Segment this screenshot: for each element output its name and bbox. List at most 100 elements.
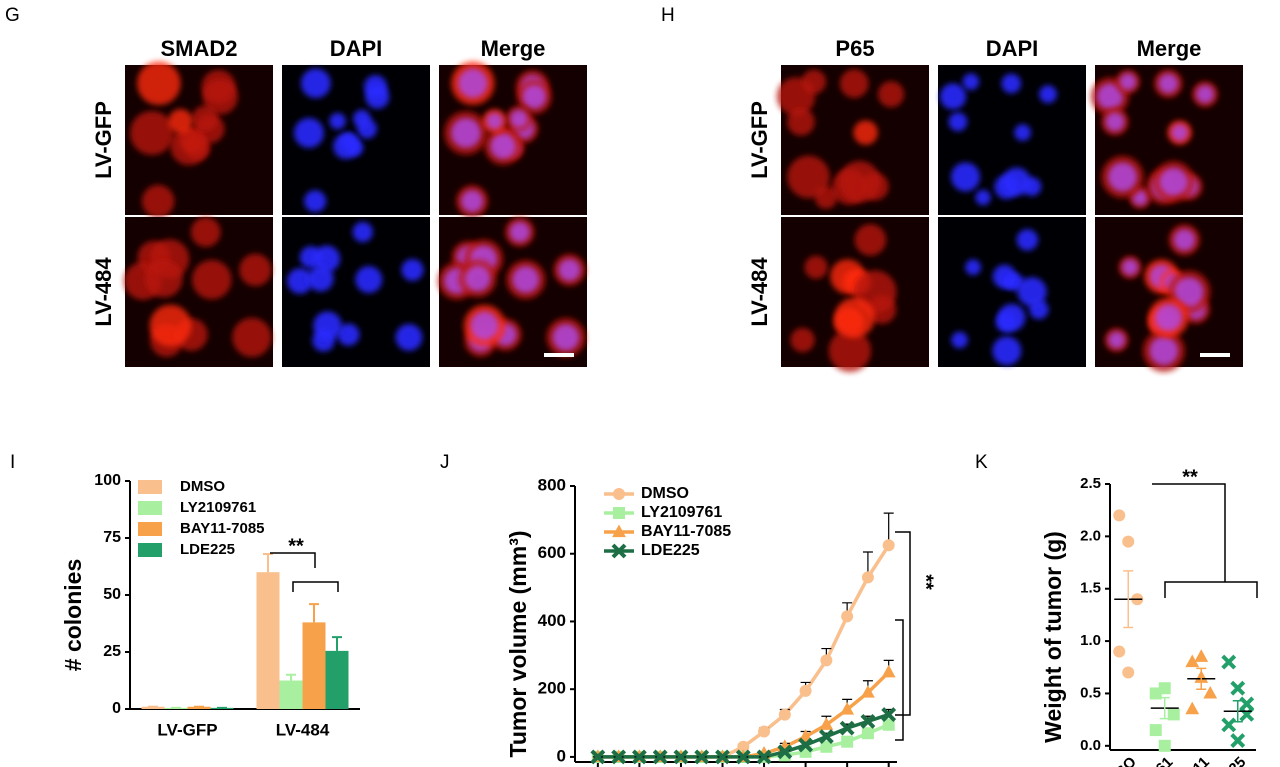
marker bbox=[839, 720, 855, 736]
nucleus bbox=[552, 324, 580, 351]
y-tick-label: 600 bbox=[538, 543, 566, 562]
nucleus bbox=[1132, 189, 1148, 206]
cell bbox=[232, 317, 272, 358]
nucleus bbox=[1173, 229, 1196, 251]
nucleus bbox=[1016, 229, 1039, 251]
row-label: LV-GFP bbox=[747, 101, 772, 179]
marker bbox=[1158, 739, 1171, 752]
bar bbox=[187, 706, 211, 709]
y-axis-label: Weight of tumor (g) bbox=[1040, 531, 1066, 743]
cell bbox=[129, 110, 174, 155]
marker bbox=[818, 729, 834, 745]
marker bbox=[652, 749, 668, 765]
micrograph bbox=[437, 217, 587, 367]
error-bar bbox=[1159, 696, 1170, 720]
cell bbox=[790, 327, 815, 353]
y-tick-label: 0 bbox=[557, 746, 566, 765]
bar bbox=[302, 622, 326, 709]
nucleus bbox=[352, 221, 373, 243]
nucleus bbox=[1171, 124, 1188, 141]
nucleus bbox=[558, 258, 581, 281]
marker bbox=[861, 571, 874, 584]
micrograph bbox=[439, 61, 587, 218]
y-tick-label: 400 bbox=[538, 611, 566, 630]
legend-label: BAY11-7085 bbox=[180, 520, 265, 537]
cell bbox=[787, 155, 830, 199]
micrograph bbox=[125, 61, 273, 218]
column-title: SMAD2 bbox=[160, 36, 237, 61]
marker bbox=[737, 740, 750, 753]
marker bbox=[735, 749, 751, 765]
nucleus bbox=[337, 323, 360, 346]
nucleus bbox=[313, 245, 341, 273]
nucleus bbox=[948, 112, 968, 132]
marker bbox=[841, 735, 854, 748]
panel-letter: H bbox=[661, 5, 675, 26]
cell bbox=[168, 108, 193, 134]
nucleus bbox=[1196, 85, 1214, 104]
marker bbox=[1167, 708, 1180, 721]
panel-letter: G bbox=[5, 5, 20, 26]
y-tick-label: 800 bbox=[538, 475, 566, 494]
nucleus bbox=[510, 109, 528, 128]
significance-bracket bbox=[270, 552, 339, 592]
cell bbox=[804, 255, 828, 279]
significance-bracket bbox=[1152, 483, 1258, 598]
nucleus bbox=[1039, 85, 1057, 104]
cell bbox=[137, 61, 181, 106]
y-axis-label: # colonies bbox=[60, 559, 86, 671]
error-bar bbox=[1232, 700, 1243, 723]
marker bbox=[756, 749, 772, 765]
marker bbox=[1122, 535, 1135, 548]
nucleus bbox=[464, 265, 491, 292]
nucleus bbox=[1017, 277, 1047, 307]
legend-label: DMSO bbox=[180, 478, 225, 495]
legend-marker bbox=[613, 488, 625, 500]
marker bbox=[1185, 654, 1200, 668]
nucleus bbox=[470, 311, 499, 340]
column-title: DAPI bbox=[986, 36, 1039, 61]
marker bbox=[777, 744, 793, 760]
nucleus bbox=[1158, 73, 1179, 94]
column-title: P65 bbox=[835, 36, 874, 61]
nucleus bbox=[1002, 167, 1031, 196]
nucleus bbox=[962, 73, 980, 90]
cell bbox=[828, 329, 872, 373]
x-tick-label: LY761 bbox=[1134, 754, 1176, 767]
row-label: LV-484 bbox=[747, 257, 772, 327]
legend-label: BAY11-7085 bbox=[641, 523, 731, 540]
y-tick-label: 0 bbox=[112, 700, 121, 717]
nucleus bbox=[512, 266, 540, 294]
nucleus bbox=[333, 133, 359, 160]
cell bbox=[191, 259, 232, 300]
marker bbox=[841, 610, 854, 623]
marker bbox=[631, 749, 647, 765]
nucleus bbox=[1105, 112, 1125, 132]
marker bbox=[798, 737, 814, 753]
error-bar bbox=[286, 673, 296, 681]
legend-swatch bbox=[138, 501, 162, 515]
column-title: DAPI bbox=[330, 36, 383, 61]
cell bbox=[854, 224, 887, 256]
nucleus bbox=[395, 324, 423, 351]
micrograph bbox=[938, 65, 1086, 215]
marker bbox=[1122, 666, 1135, 679]
marker bbox=[1230, 733, 1246, 748]
micrograph bbox=[938, 217, 1086, 367]
bar bbox=[325, 650, 349, 709]
nucleus bbox=[965, 259, 981, 276]
legend-label: LDE225 bbox=[641, 542, 700, 559]
legend-swatch bbox=[138, 480, 162, 494]
legend-label: LY2109761 bbox=[641, 504, 722, 521]
y-tick-label: 50 bbox=[103, 586, 121, 603]
nucleus bbox=[1108, 331, 1125, 349]
y-tick-label: 2.5 bbox=[1080, 475, 1101, 492]
y-tick-label: 0.5 bbox=[1080, 684, 1101, 701]
marker bbox=[840, 702, 855, 715]
cell bbox=[834, 297, 875, 338]
nucleus bbox=[998, 303, 1026, 332]
nucleus bbox=[401, 258, 424, 281]
legend-marker bbox=[611, 543, 627, 559]
